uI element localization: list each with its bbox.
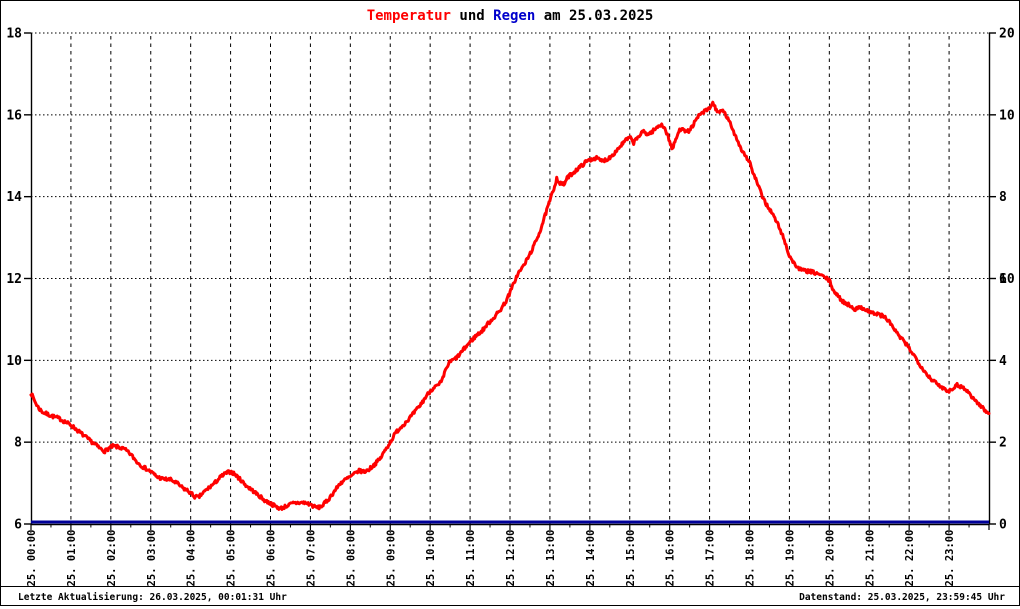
x-tick-label: 25. 22:00 <box>904 530 916 587</box>
x-tick-label: 25. 12:00 <box>505 530 517 587</box>
axis-ticks <box>24 32 996 530</box>
y-left-tick-label: 18 <box>6 27 22 42</box>
y-left-tick-label: 6 <box>14 518 22 533</box>
x-tick-label: 25. 21:00 <box>864 530 876 587</box>
x-tick-label: 25. 14:00 <box>585 530 597 587</box>
y-left-tick-label: 12 <box>6 272 22 287</box>
y-right-black-tick-label: 0 <box>999 518 1007 533</box>
x-tick-label: 25. 04:00 <box>186 530 198 587</box>
x-tick-label: 25. 11:00 <box>465 530 477 587</box>
x-tick-label: 25. 08:00 <box>345 530 357 587</box>
x-axis-labels: 25. 00:00 25. 01:00 25. 02:00 25. 03:00 25. … <box>26 530 956 587</box>
y-right-black-tick-label: 10 <box>999 272 1015 287</box>
x-tick-label: 25. 00:00 <box>26 530 38 587</box>
footer-last-update: Letzte Aktualisierung: 26.03.2025, 00:01… <box>18 592 287 603</box>
y-left-tick-label: 14 <box>6 190 22 205</box>
x-tick-label: 25. 10:00 <box>425 530 437 587</box>
y-axis-right-labels: 2 4 6 8 10 0 10 20 <box>999 27 1015 533</box>
y-left-tick-label: 8 <box>14 436 22 451</box>
x-tick-label: 25. 03:00 <box>146 530 158 587</box>
y-right-green-tick-label: 4 <box>999 354 1007 369</box>
x-tick-label: 25. 07:00 <box>305 530 317 587</box>
y-right-green-tick-label: 10 <box>999 108 1015 123</box>
x-tick-label: 25. 23:00 <box>944 530 956 587</box>
y-right-black-tick-label: 20 <box>999 27 1015 42</box>
x-tick-label: 25. 05:00 <box>226 530 238 587</box>
y-right-green-tick-label: 8 <box>999 190 1007 205</box>
x-tick-label: 25. 19:00 <box>784 530 796 587</box>
y-right-green-tick-label: 6 <box>999 272 1007 287</box>
x-tick-label: 25. 06:00 <box>266 530 278 587</box>
x-tick-label: 25. 16:00 <box>665 530 677 587</box>
title-word-regen: Regen <box>493 8 535 24</box>
x-tick-label: 25. 09:00 <box>385 530 397 587</box>
chart-title: Temperatur und Regen am 25.03.2025 <box>367 8 654 24</box>
temperature-line <box>29 100 991 511</box>
title-word-date: am 25.03.2025 <box>535 8 653 24</box>
x-tick-label: 25. 15:00 <box>625 530 637 587</box>
title-word-temperatur: Temperatur <box>367 8 451 24</box>
y-left-tick-label: 10 <box>6 354 22 369</box>
x-tick-label: 25. 17:00 <box>705 530 717 587</box>
footer-data-state: Datenstand: 25.03.2025, 23:59:45 Uhr <box>799 592 1005 603</box>
x-tick-label: 25. 02:00 <box>106 530 118 587</box>
gridlines <box>31 32 989 524</box>
x-tick-label: 25. 20:00 <box>824 530 836 587</box>
x-tick-label: 25. 01:00 <box>66 530 78 587</box>
x-tick-label: 25. 18:00 <box>745 530 757 587</box>
y-left-tick-label: 16 <box>6 108 22 123</box>
y-right-green-tick-label: 2 <box>999 436 1007 451</box>
y-axis-left-labels: 6 8 10 12 14 16 18 <box>6 27 22 533</box>
x-tick-label: 25. 13:00 <box>545 530 557 587</box>
title-word-und: und <box>451 8 493 24</box>
